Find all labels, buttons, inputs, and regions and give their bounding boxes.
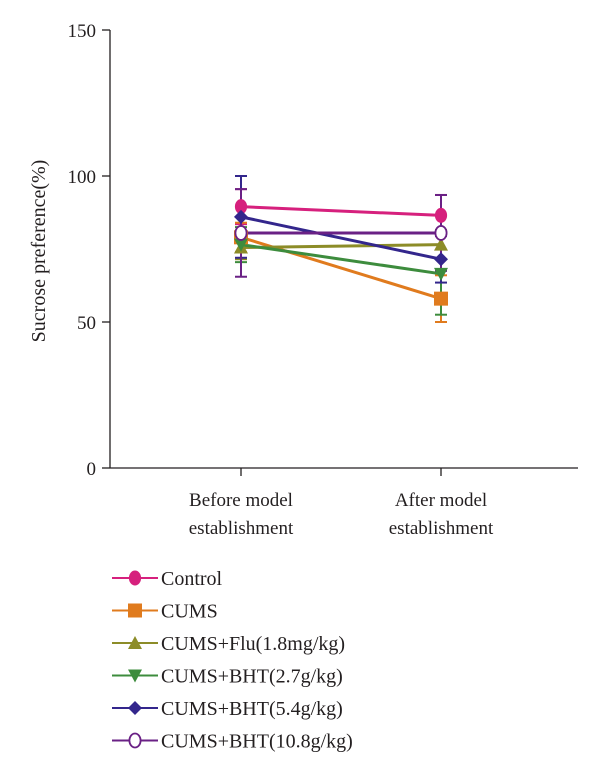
data-point <box>234 209 248 224</box>
data-point <box>234 225 248 241</box>
series-line <box>240 215 442 261</box>
legend-label: CUMS <box>161 601 218 623</box>
legend-marker <box>128 669 142 683</box>
y-tick-label: 0 <box>87 459 97 480</box>
legend-label: CUMS+BHT(5.4g/kg) <box>161 698 343 720</box>
x-tick-label: establishment <box>389 518 494 539</box>
data-point <box>434 267 448 281</box>
legend-label: CUMS+BHT(2.7g/kg) <box>161 666 343 688</box>
data-point <box>234 238 248 252</box>
series-line <box>240 243 442 250</box>
series-line <box>240 243 442 276</box>
y-axis-label: Sucrose preference(%) <box>28 160 50 343</box>
legend-marker <box>128 732 142 749</box>
y-tick-label: 50 <box>77 313 96 334</box>
legend-label: Control <box>161 568 223 590</box>
data-point <box>434 237 448 251</box>
legend-label: CUMS+BHT(10.8g/kg) <box>161 731 353 753</box>
legend-marker <box>128 603 142 618</box>
legend-marker <box>128 636 142 649</box>
legend-marker <box>128 701 142 715</box>
series-line <box>240 205 442 217</box>
data-point <box>434 207 448 223</box>
x-tick-label: After model <box>395 490 487 511</box>
legend-marker <box>128 570 142 586</box>
data-point <box>434 225 448 241</box>
data-point <box>434 252 448 267</box>
data-point <box>434 291 448 306</box>
x-tick-label: Before model <box>189 490 293 511</box>
y-tick-label: 100 <box>68 167 97 188</box>
legend-label: CUMS+Flu(1.8mg/kg) <box>161 633 345 655</box>
x-tick-label: establishment <box>189 518 294 539</box>
y-tick-label: 150 <box>68 21 97 42</box>
